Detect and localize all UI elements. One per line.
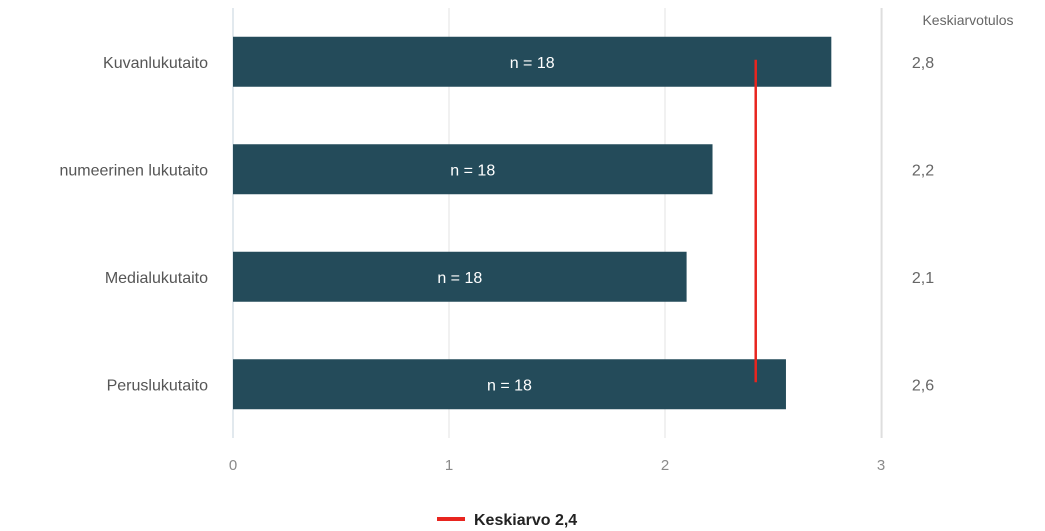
- bar-count-label: n = 18: [487, 377, 532, 394]
- bar: [233, 144, 713, 195]
- x-tick-label: 1: [445, 457, 453, 474]
- legend-average-label: Keskiarvo 2,4: [474, 512, 577, 529]
- score-value: 2,6: [912, 377, 934, 394]
- score-value: 2,1: [912, 270, 934, 287]
- bar: [233, 36, 832, 87]
- score-header: Keskiarvotulos: [922, 12, 1013, 28]
- score-value: 2,8: [912, 55, 934, 72]
- x-tick-label: 2: [661, 457, 669, 474]
- bar-count-label: n = 18: [510, 55, 555, 72]
- x-tick-label: 0: [229, 457, 237, 474]
- bars: n = 18 n = 18 n = 18 n = 18: [233, 36, 832, 410]
- category-label: Kuvanlukutaito: [103, 55, 208, 72]
- legend: Keskiarvo 2,4: [437, 512, 577, 529]
- bar: [233, 359, 786, 410]
- category-label: Peruslukutaito: [107, 377, 208, 394]
- category-labels: Kuvanlukutaito numeerinen lukutaito Medial…: [59, 55, 208, 395]
- bar: [233, 251, 687, 302]
- score-column: Keskiarvotulos 2,8 2,2 2,1 2,6: [881, 8, 1014, 438]
- score-value: 2,2: [912, 162, 934, 179]
- category-label: numeerinen lukutaito: [59, 162, 208, 179]
- bar-count-label: n = 18: [437, 270, 482, 287]
- bar-count-label: n = 18: [450, 162, 495, 179]
- x-axis-ticks: 0 1 2 3: [229, 457, 885, 474]
- x-tick-label: 3: [877, 457, 885, 474]
- category-label: Medialukutaito: [105, 270, 208, 287]
